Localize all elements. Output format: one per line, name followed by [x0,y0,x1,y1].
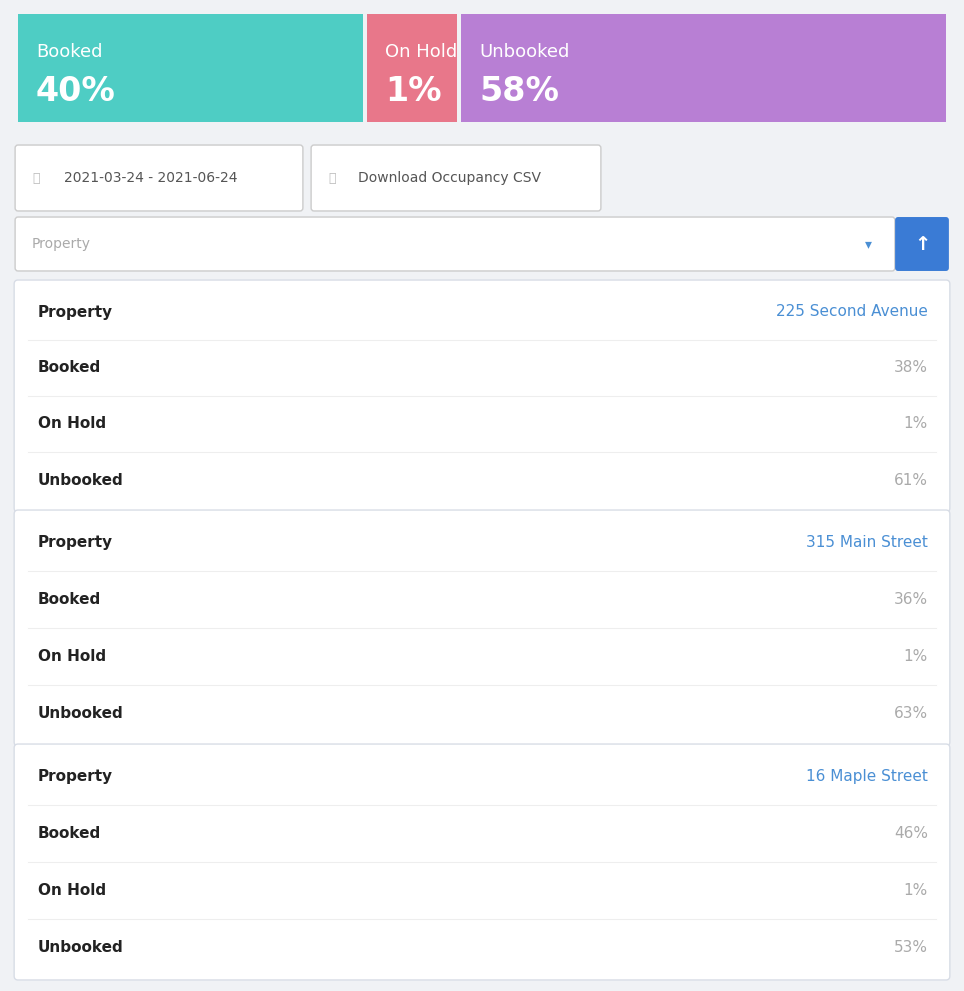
FancyBboxPatch shape [18,14,363,122]
FancyBboxPatch shape [15,145,303,211]
Text: 315 Main Street: 315 Main Street [806,535,928,550]
Text: Download Occupancy CSV: Download Occupancy CSV [358,171,541,185]
Text: 📅: 📅 [32,171,40,184]
Text: On Hold: On Hold [38,649,106,664]
FancyBboxPatch shape [461,14,946,122]
FancyBboxPatch shape [14,280,950,512]
FancyBboxPatch shape [14,744,950,980]
FancyBboxPatch shape [311,145,601,211]
Text: Booked: Booked [38,361,101,376]
Text: On Hold: On Hold [385,43,457,60]
Text: 2021-03-24 - 2021-06-24: 2021-03-24 - 2021-06-24 [64,171,237,185]
Text: 📋: 📋 [328,171,335,184]
Text: Unbooked: Unbooked [38,706,123,721]
Text: 53%: 53% [894,940,928,955]
Text: On Hold: On Hold [38,416,106,431]
FancyBboxPatch shape [367,14,457,122]
Text: 1%: 1% [903,416,928,431]
Text: Property: Property [38,535,113,550]
FancyBboxPatch shape [15,217,895,271]
Text: Booked: Booked [36,43,102,60]
Text: Property: Property [38,304,113,319]
Text: 36%: 36% [894,592,928,607]
Text: 46%: 46% [894,826,928,841]
Text: 225 Second Avenue: 225 Second Avenue [776,304,928,319]
Text: On Hold: On Hold [38,883,106,898]
Text: 1%: 1% [903,883,928,898]
FancyBboxPatch shape [14,510,950,746]
FancyBboxPatch shape [896,217,949,271]
Text: 16 Maple Street: 16 Maple Street [806,769,928,784]
Text: 40%: 40% [36,75,116,108]
Text: 61%: 61% [894,473,928,488]
Text: Property: Property [32,237,91,251]
Text: Unbooked: Unbooked [38,473,123,488]
Text: ↑: ↑ [914,235,930,254]
Text: 38%: 38% [894,361,928,376]
Text: 1%: 1% [903,649,928,664]
Text: ▾: ▾ [865,237,871,251]
Text: Unbooked: Unbooked [479,43,570,60]
Text: Booked: Booked [38,592,101,607]
Text: 1%: 1% [385,75,442,108]
Text: Property: Property [38,769,113,784]
Text: Unbooked: Unbooked [38,940,123,955]
Text: 58%: 58% [479,75,559,108]
Text: 63%: 63% [894,706,928,721]
Text: Booked: Booked [38,826,101,841]
